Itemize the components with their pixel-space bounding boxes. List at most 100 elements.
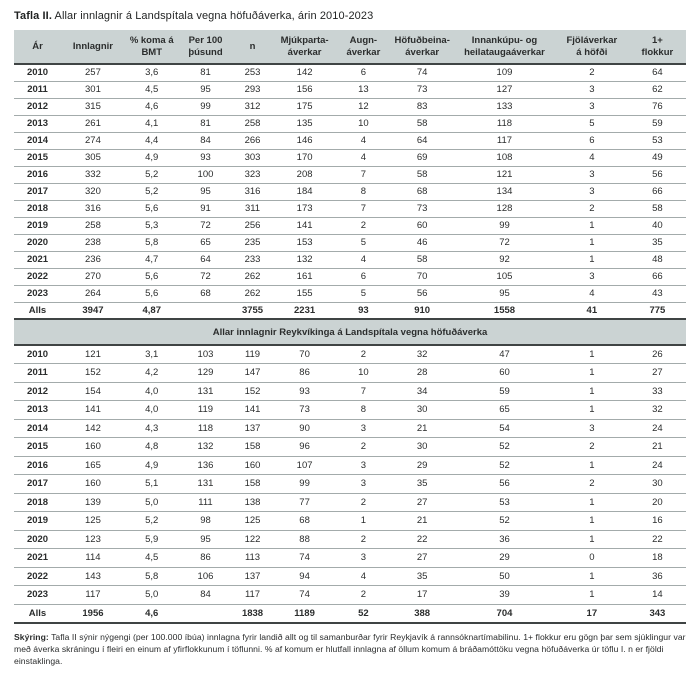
value-cell: 113 bbox=[244, 552, 261, 564]
value-cell: 72 bbox=[200, 220, 211, 231]
value-cell: 170 bbox=[296, 152, 313, 163]
value-cell: 128 bbox=[496, 203, 513, 214]
column-header: 1+ flokkur bbox=[628, 30, 686, 64]
value-cell: 143 bbox=[85, 570, 101, 582]
value-cell: 72 bbox=[499, 237, 510, 248]
value-cell: 156 bbox=[296, 84, 313, 95]
value-cell: 40 bbox=[652, 220, 663, 231]
value-cell: 100 bbox=[197, 169, 214, 180]
value-cell: 5,2 bbox=[145, 186, 159, 197]
value-cell: 261 bbox=[85, 118, 101, 129]
value-cell: 106 bbox=[197, 570, 214, 582]
value-cell: 3,1 bbox=[145, 349, 159, 360]
value-cell: 4 bbox=[589, 288, 595, 299]
value-cell: 119 bbox=[197, 404, 214, 416]
value-cell: 35 bbox=[416, 570, 428, 582]
table-row: 2021 236 4,7 64 233 132 4 58 92 1 48 bbox=[14, 251, 686, 268]
value-cell: 14 bbox=[652, 589, 663, 601]
value-cell: 132 bbox=[197, 441, 214, 453]
value-cell: 49 bbox=[652, 152, 663, 163]
year-cell: 2023 bbox=[26, 589, 49, 601]
table-row: 2014 142 4,3 118 137 90 3 21 54 3 24 bbox=[14, 419, 686, 438]
value-cell: 2 bbox=[360, 589, 367, 601]
value-cell: 68 bbox=[299, 515, 310, 527]
value-cell: 95 bbox=[200, 186, 211, 197]
value-cell: 81 bbox=[200, 118, 211, 129]
value-cell: 135 bbox=[296, 118, 313, 129]
value-cell: 53 bbox=[652, 135, 663, 146]
value-cell: 1 bbox=[589, 254, 595, 265]
value-cell: 27 bbox=[652, 367, 663, 379]
value-cell: 4,3 bbox=[145, 422, 159, 434]
year-cell: 2014 bbox=[26, 422, 49, 434]
value-cell: 4,9 bbox=[145, 152, 159, 163]
value-cell: 96 bbox=[299, 441, 310, 453]
value-cell: 274 bbox=[85, 135, 101, 146]
totals-value bbox=[179, 302, 233, 319]
totals-row: Alls 1956 4,6 1838 1189 52 388 704 17 343 bbox=[14, 604, 686, 623]
value-cell: 105 bbox=[496, 271, 513, 282]
value-cell: 109 bbox=[496, 67, 513, 79]
table-title-number: Tafla II. bbox=[14, 10, 52, 22]
value-cell: 3 bbox=[589, 169, 595, 180]
value-cell: 46 bbox=[416, 237, 428, 248]
value-cell: 12 bbox=[358, 101, 369, 112]
value-cell: 236 bbox=[85, 254, 101, 265]
value-cell: 3 bbox=[360, 459, 367, 471]
value-cell: 24 bbox=[652, 459, 663, 471]
value-cell: 3 bbox=[589, 84, 595, 95]
value-cell: 77 bbox=[299, 496, 310, 508]
value-cell: 56 bbox=[652, 169, 663, 180]
table-body-reykjavik: 2010 121 3,1 103 119 70 2 32 47 1 26 2011 152 4,2 129 1… bbox=[14, 345, 686, 623]
value-cell: 301 bbox=[85, 84, 101, 95]
value-cell: 161 bbox=[296, 271, 313, 282]
value-cell: 29 bbox=[416, 459, 428, 471]
table-row: 2015 305 4,9 93 303 170 4 69 108 4 49 bbox=[14, 149, 686, 166]
column-header: Per 100 þúsund bbox=[178, 30, 233, 64]
value-cell: 4 bbox=[360, 254, 367, 265]
value-cell: 316 bbox=[244, 186, 261, 197]
value-cell: 4,5 bbox=[145, 84, 159, 95]
value-cell: 2 bbox=[589, 203, 595, 214]
year-cell: 2021 bbox=[26, 552, 49, 564]
value-cell: 13 bbox=[358, 84, 369, 95]
totals-value: 17 bbox=[586, 607, 598, 619]
value-cell: 320 bbox=[85, 186, 101, 197]
value-cell: 127 bbox=[496, 84, 513, 95]
year-cell: 2015 bbox=[26, 152, 49, 163]
value-cell: 114 bbox=[85, 552, 101, 564]
table-row: 2018 316 5,6 91 311 173 7 73 128 2 58 bbox=[14, 200, 686, 217]
value-cell: 5,3 bbox=[145, 220, 159, 231]
value-cell: 5,1 bbox=[145, 478, 159, 490]
value-cell: 59 bbox=[499, 385, 510, 397]
value-cell: 3 bbox=[589, 422, 595, 434]
value-cell: 4,0 bbox=[145, 385, 159, 397]
table-title-text: Allar innlagnir á Landspítala vegna höfu… bbox=[51, 10, 374, 22]
value-cell: 4,9 bbox=[145, 459, 159, 471]
value-cell: 154 bbox=[85, 385, 101, 397]
value-cell: 29 bbox=[499, 552, 510, 564]
value-cell: 5,0 bbox=[145, 589, 159, 601]
value-cell: 27 bbox=[416, 552, 428, 564]
value-cell: 117 bbox=[85, 589, 101, 601]
value-cell: 141 bbox=[296, 220, 313, 231]
value-cell: 4,6 bbox=[145, 101, 159, 112]
value-cell: 125 bbox=[244, 515, 261, 527]
table-row: 2020 238 5,8 65 235 153 5 46 72 1 35 bbox=[14, 234, 686, 251]
value-cell: 17 bbox=[416, 589, 428, 601]
value-cell: 21 bbox=[416, 515, 428, 527]
value-cell: 134 bbox=[496, 186, 513, 197]
value-cell: 208 bbox=[296, 169, 313, 180]
value-cell: 81 bbox=[200, 67, 211, 79]
value-cell: 32 bbox=[652, 404, 663, 416]
value-cell: 5,0 bbox=[145, 496, 159, 508]
value-cell: 155 bbox=[296, 288, 313, 299]
value-cell: 160 bbox=[85, 441, 101, 453]
totals-row: Alls 3947 4,87 3755 2231 93 910 1558 41 775 bbox=[14, 302, 686, 319]
value-cell: 73 bbox=[299, 404, 310, 416]
value-cell: 262 bbox=[244, 288, 261, 299]
value-cell: 153 bbox=[296, 237, 313, 248]
table-row: 2023 264 5,6 68 262 155 5 56 95 4 43 bbox=[14, 285, 686, 302]
value-cell: 95 bbox=[200, 533, 211, 545]
value-cell: 58 bbox=[416, 169, 428, 180]
